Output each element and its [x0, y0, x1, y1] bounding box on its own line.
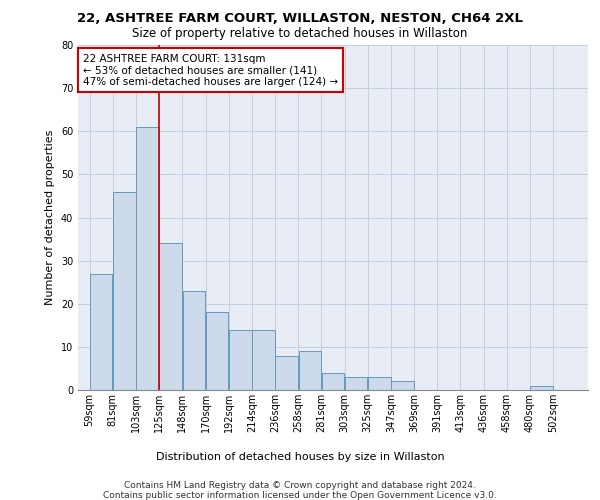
Text: Contains public sector information licensed under the Open Government Licence v3: Contains public sector information licen… — [103, 491, 497, 500]
Text: Contains HM Land Registry data © Crown copyright and database right 2024.: Contains HM Land Registry data © Crown c… — [124, 481, 476, 490]
Bar — [322, 373, 344, 390]
Text: Distribution of detached houses by size in Willaston: Distribution of detached houses by size … — [155, 452, 445, 462]
Bar — [368, 377, 391, 390]
Bar — [182, 291, 205, 390]
Y-axis label: Number of detached properties: Number of detached properties — [45, 130, 55, 305]
Bar — [90, 274, 112, 390]
Bar — [136, 127, 159, 390]
Text: Size of property relative to detached houses in Willaston: Size of property relative to detached ho… — [133, 28, 467, 40]
Bar — [275, 356, 298, 390]
Bar — [530, 386, 553, 390]
Bar — [345, 377, 367, 390]
Bar — [113, 192, 136, 390]
Bar — [206, 312, 229, 390]
Bar — [299, 351, 321, 390]
Text: 22 ASHTREE FARM COURT: 131sqm
← 53% of detached houses are smaller (141)
47% of : 22 ASHTREE FARM COURT: 131sqm ← 53% of d… — [83, 54, 338, 87]
Bar — [160, 244, 182, 390]
Bar — [391, 382, 414, 390]
Bar — [229, 330, 251, 390]
Text: 22, ASHTREE FARM COURT, WILLASTON, NESTON, CH64 2XL: 22, ASHTREE FARM COURT, WILLASTON, NESTO… — [77, 12, 523, 26]
Bar — [252, 330, 275, 390]
